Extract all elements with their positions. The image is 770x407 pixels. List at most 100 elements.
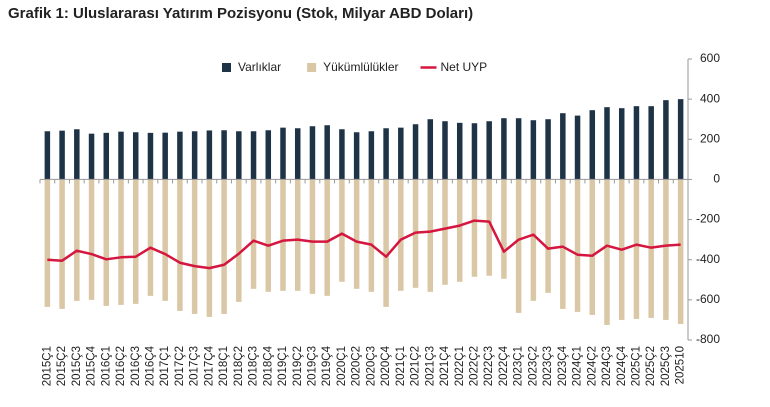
bar xyxy=(74,129,80,180)
x-tick-label: 2017Ç1 xyxy=(159,346,171,386)
bar xyxy=(265,179,272,292)
bar xyxy=(265,130,272,180)
x-tick-label: 2018Ç4 xyxy=(262,345,274,386)
bar xyxy=(88,179,95,300)
x-tick-label: 2016Ç2 xyxy=(115,346,127,386)
bar xyxy=(368,179,375,292)
bar xyxy=(560,113,566,180)
bar xyxy=(633,106,640,180)
legend-label: Varlıklar xyxy=(238,60,281,74)
bar xyxy=(44,131,51,180)
bar xyxy=(456,122,463,180)
x-tick-label: 2015Ç3 xyxy=(71,346,83,386)
x-tick-label: 2016Ç1 xyxy=(100,346,112,386)
bar xyxy=(545,179,551,293)
x-tick-label: 2015Ç4 xyxy=(86,345,98,386)
bar xyxy=(59,179,65,309)
x-tick-label: 2022Ç1 xyxy=(454,346,466,386)
x-tick-label: 2019Ç3 xyxy=(306,346,318,386)
bar xyxy=(339,179,345,282)
bar xyxy=(294,128,301,180)
x-tick-label: 2020Ç3 xyxy=(365,346,377,386)
bar xyxy=(280,127,286,180)
x-tick-label: 2017Ç4 xyxy=(203,345,215,386)
bar xyxy=(604,179,610,325)
bar xyxy=(250,179,257,289)
y-tick-label: -400 xyxy=(696,252,720,266)
bar xyxy=(442,179,448,285)
bar xyxy=(545,119,551,180)
bar xyxy=(663,179,669,320)
x-tick-label: 2017Ç3 xyxy=(189,346,201,386)
bar xyxy=(618,108,625,180)
y-tick-label: 400 xyxy=(700,91,720,105)
bar xyxy=(515,179,522,313)
x-tick-label: 2025Ç3 xyxy=(660,346,672,386)
x-tick-label: 2025Ç2 xyxy=(645,346,657,386)
bar xyxy=(530,179,537,301)
legend-swatch xyxy=(307,63,317,72)
x-tick-label: 2016Ç3 xyxy=(130,346,142,386)
x-tick-label: 2018Ç1 xyxy=(218,346,230,386)
x-tick-label: 2021Ç2 xyxy=(410,346,422,386)
bar xyxy=(147,132,154,180)
bar xyxy=(206,179,213,317)
bar xyxy=(294,179,301,291)
x-tick-label: 2019Ç2 xyxy=(292,346,304,386)
x-tick-label: 2024Ç3 xyxy=(601,346,613,386)
legend-label: Yükümlülükler xyxy=(323,60,398,74)
bar xyxy=(74,179,80,301)
x-tick-label: 2022Ç3 xyxy=(483,346,495,386)
bar xyxy=(103,179,110,306)
bar xyxy=(648,106,654,180)
bar xyxy=(604,107,610,180)
bar xyxy=(162,132,168,180)
x-tick-label: 2023Ç1 xyxy=(513,346,525,386)
bar xyxy=(353,179,360,289)
y-tick-label: -200 xyxy=(696,212,720,226)
bar xyxy=(206,130,213,180)
bar xyxy=(427,119,434,180)
bar xyxy=(471,123,478,180)
bar xyxy=(147,179,154,296)
x-tick-label: 2020Ç1 xyxy=(336,346,348,386)
bar xyxy=(456,179,463,282)
bar xyxy=(515,118,522,180)
bar xyxy=(44,179,51,307)
bar xyxy=(132,179,139,304)
bar xyxy=(221,179,227,314)
bar xyxy=(88,133,95,180)
chart-title: Grafik 1: Uluslararası Yatırım Pozisyonu… xyxy=(8,5,473,22)
y-tick-label: -800 xyxy=(696,332,720,346)
y-tick-label: 600 xyxy=(700,51,720,65)
bar xyxy=(191,131,198,180)
x-tick-label: 2018Ç3 xyxy=(248,346,260,386)
x-tick-label: 2020Ç2 xyxy=(351,346,363,386)
x-tick-label: 2018Ç2 xyxy=(233,346,245,386)
bar xyxy=(59,130,65,180)
bar xyxy=(398,179,404,291)
bar xyxy=(574,115,581,180)
x-tick-label: 2017Ç2 xyxy=(174,346,186,386)
x-tick-label: 2022Ç2 xyxy=(468,346,480,386)
bar xyxy=(663,100,669,180)
x-tick-label: 2020Ç4 xyxy=(380,345,392,386)
x-tick-label: 2021Ç3 xyxy=(424,346,436,386)
bar xyxy=(633,179,640,319)
x-tick-label: 202510 xyxy=(675,346,687,384)
y-tick-label: 0 xyxy=(713,172,720,186)
bar xyxy=(103,132,110,180)
bar xyxy=(250,131,257,180)
x-tick-label: 2025Ç1 xyxy=(630,346,642,386)
bar xyxy=(383,128,389,180)
bar xyxy=(280,179,286,291)
legend-swatch xyxy=(222,63,231,72)
x-tick-label: 2024Ç1 xyxy=(572,346,584,386)
bar xyxy=(427,179,434,292)
bar xyxy=(501,179,507,279)
y-tick-label: -600 xyxy=(696,292,720,306)
x-tick-label: 2019Ç4 xyxy=(321,345,333,386)
bar xyxy=(368,131,375,180)
bar xyxy=(589,179,596,315)
